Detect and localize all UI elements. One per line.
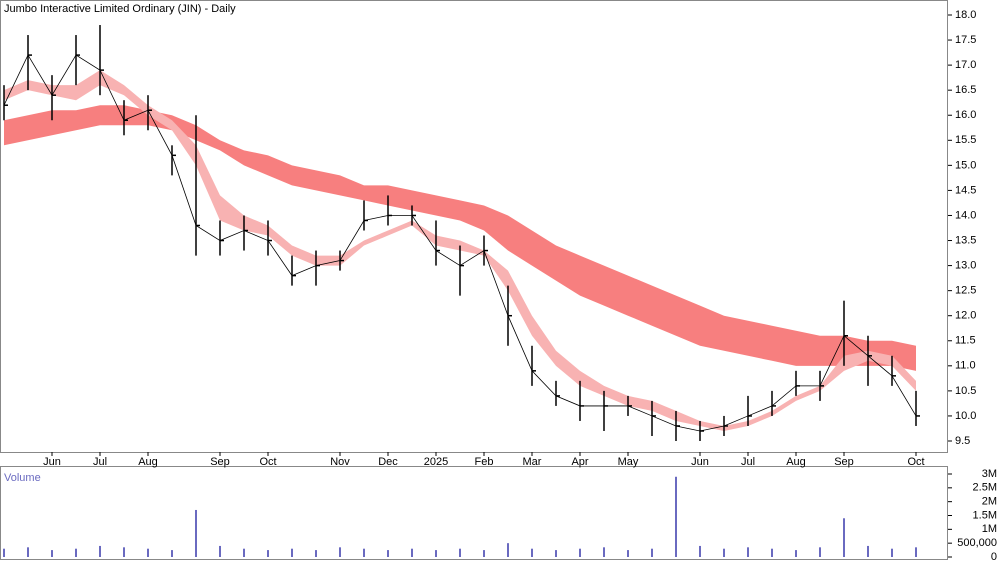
y-tick-label: 10.5 (955, 385, 976, 397)
volume-bar (99, 545, 101, 557)
volume-bar (843, 518, 845, 557)
volume-bar (291, 548, 293, 557)
y-tick-label: 3M (982, 468, 997, 480)
x-tick-label: Mar (523, 456, 542, 468)
y-tick-label: 12.0 (955, 310, 976, 322)
y-tick-label: 9.5 (955, 435, 970, 447)
volume-panel (0, 466, 948, 560)
volume-bar (123, 547, 125, 557)
volume-bar (387, 550, 389, 557)
x-tick-label: Nov (330, 456, 350, 468)
y-tick-label: 14.0 (955, 209, 976, 221)
x-tick-label: Jul (93, 456, 107, 468)
y-tick-label: 1M (982, 523, 997, 535)
volume-bar (339, 547, 341, 557)
volume-bar (603, 547, 605, 557)
y-tick-label: 17.5 (955, 34, 976, 46)
x-tick-label: Oct (907, 456, 924, 468)
y-tick-label: 14.5 (955, 184, 976, 196)
y-tick-label: 0 (991, 551, 997, 562)
volume-bar (75, 548, 77, 557)
y-tick-label: 13.5 (955, 234, 976, 246)
x-tick-label: Sep (834, 456, 854, 468)
x-tick-label: May (618, 456, 639, 468)
volume-bar (147, 548, 149, 557)
volume-bar (483, 550, 485, 557)
price-panel (0, 0, 948, 453)
volume-bar (675, 476, 677, 557)
volume-bar (51, 550, 53, 557)
volume-bar (531, 548, 533, 557)
volume-bar (27, 547, 29, 557)
close-line (3, 54, 917, 432)
volume-bar (363, 548, 365, 557)
volume-bar (771, 548, 773, 557)
y-tick-label: 16.0 (955, 109, 976, 121)
y-tick-label: 1.5M (973, 509, 997, 521)
x-tick-label: Aug (138, 456, 158, 468)
x-tick-label: Oct (259, 456, 276, 468)
y-tick-label: 500,000 (957, 537, 997, 549)
x-tick-label: 2025 (424, 456, 448, 468)
x-tick-label: Jun (691, 456, 709, 468)
y-tick-label: 11.0 (955, 360, 976, 372)
volume-bar (891, 548, 893, 557)
y-tick-label: 15.5 (955, 134, 976, 146)
y-tick-label: 15.0 (955, 159, 976, 171)
volume-bar (747, 547, 749, 557)
volume-bar (555, 550, 557, 557)
x-tick-label: Aug (786, 456, 806, 468)
x-tick-label: Dec (378, 456, 398, 468)
y-tick-label: 2M (982, 496, 997, 508)
volume-bar (459, 548, 461, 557)
y-tick-label: 16.5 (955, 84, 976, 96)
volume-bar (699, 545, 701, 557)
y-tick-label: 18.0 (955, 9, 976, 21)
volume-bar (507, 543, 509, 557)
chart-title: Jumbo Interactive Limited Ordinary (JIN)… (4, 3, 236, 15)
y-tick-label: 12.5 (955, 285, 976, 297)
y-tick-label: 17.0 (955, 59, 976, 71)
y-tick-label: 11.5 (955, 335, 976, 347)
volume-bar (915, 547, 917, 557)
volume-bar (627, 550, 629, 557)
volume-bar (219, 545, 221, 557)
y-tick-label: 2.5M (973, 482, 997, 494)
x-tick-label: Feb (475, 456, 494, 468)
volume-bar (315, 550, 317, 557)
volume-bar (435, 550, 437, 557)
band (4, 105, 916, 371)
volume-bar (171, 550, 173, 557)
x-tick-label: Jun (43, 456, 61, 468)
volume-title: Volume (4, 472, 41, 484)
x-tick-label: Sep (210, 456, 230, 468)
volume-bar (819, 547, 821, 557)
volume-bar (195, 509, 197, 557)
x-tick-label: Jul (741, 456, 755, 468)
y-tick-label: 13.0 (955, 259, 976, 271)
volume-bar (267, 550, 269, 557)
y-tick-label: 10.0 (955, 410, 976, 422)
volume-bar (651, 548, 653, 557)
x-tick-label: Apr (571, 456, 588, 468)
volume-bar (3, 548, 5, 557)
volume-bar (579, 548, 581, 557)
volume-bar (795, 550, 797, 557)
volume-bar (723, 548, 725, 557)
volume-bar (243, 548, 245, 557)
volume-bar (411, 548, 413, 557)
volume-bar (867, 545, 869, 557)
